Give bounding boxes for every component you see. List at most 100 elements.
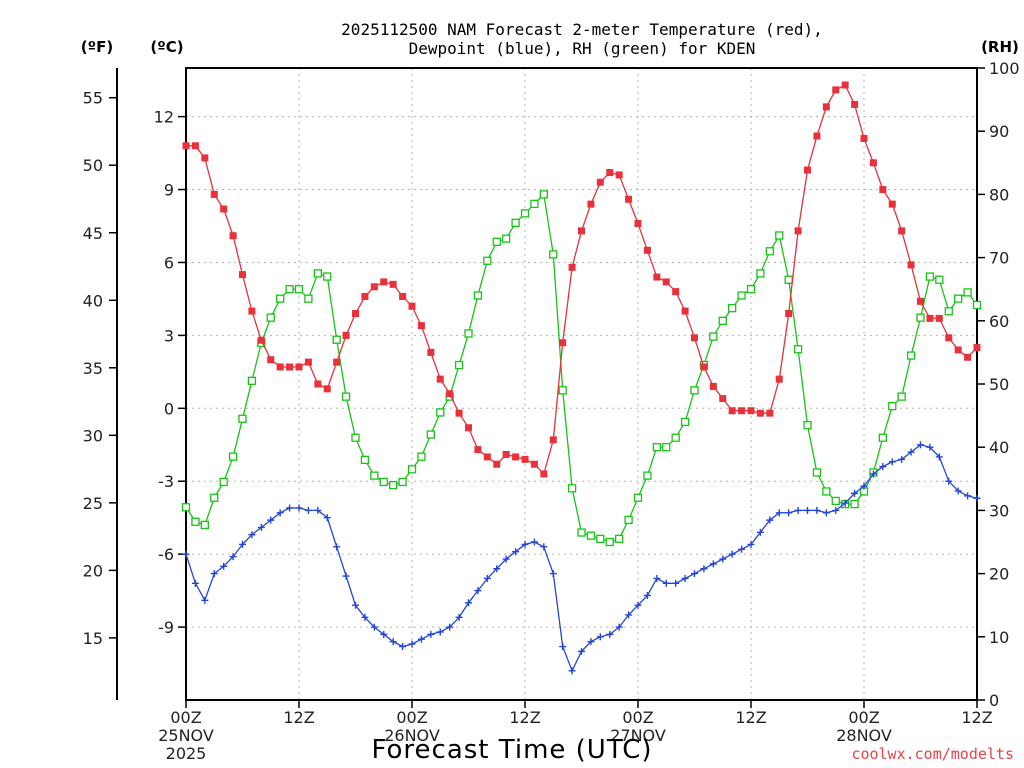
temperature-point bbox=[446, 390, 454, 398]
dewpoint-point bbox=[361, 613, 369, 621]
x-tick-label: 00Z bbox=[848, 708, 879, 727]
fahrenheit-tick-label: 30 bbox=[83, 426, 103, 445]
dewpoint-point bbox=[747, 540, 755, 548]
temperature-point bbox=[681, 307, 689, 315]
dewpoint-point bbox=[333, 543, 341, 551]
temperature-point bbox=[210, 190, 218, 198]
dewpoint-point bbox=[945, 477, 953, 485]
dewpoint-point bbox=[822, 509, 830, 517]
dewpoint-point bbox=[257, 523, 265, 531]
dewpoint-point bbox=[182, 550, 190, 558]
dewpoint-point bbox=[766, 516, 774, 524]
temperature-point bbox=[898, 227, 906, 235]
dewpoint-point bbox=[606, 630, 614, 638]
x-tick-label: 12Z bbox=[283, 708, 314, 727]
rh-point bbox=[935, 275, 944, 284]
temperature-point bbox=[662, 278, 670, 286]
rh-point bbox=[784, 275, 793, 284]
dewpoint-point bbox=[888, 458, 896, 466]
dewpoint-point bbox=[738, 545, 746, 553]
rh-point bbox=[539, 190, 548, 199]
rh-point bbox=[426, 430, 435, 439]
temperature-point bbox=[370, 283, 378, 291]
x-tick-label: 12Z bbox=[961, 708, 992, 727]
dewpoint-point bbox=[380, 630, 388, 638]
rh-tick-label: 60 bbox=[989, 312, 1009, 331]
dewpoint-point bbox=[794, 506, 802, 514]
rh-point bbox=[360, 455, 370, 464]
rh-point bbox=[888, 401, 897, 411]
credit-text: coolwx.com/modelts bbox=[851, 745, 1014, 763]
rh-point bbox=[454, 360, 464, 370]
dewpoint-point bbox=[653, 574, 661, 582]
dewpoint-point bbox=[267, 516, 275, 524]
temperature-point bbox=[822, 103, 830, 111]
fahrenheit-tick-label: 55 bbox=[83, 89, 103, 108]
celsius-axis-label: (ºC) bbox=[150, 38, 183, 56]
dewpoint-point bbox=[615, 623, 623, 631]
dewpoint-point bbox=[436, 628, 444, 636]
rh-point bbox=[558, 386, 567, 395]
temperature-point bbox=[869, 159, 877, 167]
fahrenheit-tick-label: 40 bbox=[83, 291, 103, 310]
dewpoint-point bbox=[954, 487, 962, 495]
chart-title-line1: 2025112500 NAM Forecast 2-meter Temperat… bbox=[341, 20, 823, 39]
x-tick-label: 25NOV bbox=[158, 726, 214, 745]
fahrenheit-tick-label: 15 bbox=[83, 629, 103, 648]
temperature-point bbox=[766, 409, 774, 417]
temperature-point bbox=[455, 409, 463, 417]
fahrenheit-tick-label: 45 bbox=[83, 224, 103, 243]
temperature-point bbox=[512, 453, 520, 461]
dewpoint-point bbox=[276, 509, 284, 517]
dewpoint-point bbox=[681, 574, 689, 582]
temperature-point bbox=[653, 273, 661, 281]
rh-point bbox=[709, 332, 718, 341]
rh-point bbox=[464, 329, 473, 338]
temperature-line bbox=[186, 84, 978, 476]
rh-axis-label: (RH) bbox=[981, 38, 1019, 56]
dewpoint-point bbox=[568, 667, 576, 675]
temperature-point bbox=[267, 356, 275, 364]
dewpoint-point bbox=[248, 531, 256, 539]
rh-tick-label: 70 bbox=[989, 249, 1009, 268]
dewpoint-point bbox=[860, 482, 868, 490]
temperature-point bbox=[775, 375, 783, 383]
temperature-point bbox=[408, 302, 416, 310]
dewpoint-point bbox=[399, 643, 407, 651]
x-tick-label: 00Z bbox=[170, 708, 201, 727]
temperature-point bbox=[634, 220, 642, 228]
rh-point bbox=[285, 285, 294, 294]
rh-point bbox=[718, 316, 727, 325]
dewpoint-point bbox=[907, 448, 915, 456]
dewpoint-point bbox=[973, 494, 981, 502]
temperature-point bbox=[832, 86, 840, 94]
dewpoint-point bbox=[295, 504, 303, 512]
rh-tick-label: 40 bbox=[989, 438, 1009, 457]
temperature-point bbox=[719, 395, 727, 403]
rh-point bbox=[624, 515, 633, 525]
rh-point bbox=[831, 496, 840, 506]
dewpoint-point bbox=[728, 550, 736, 558]
dewpoint-point bbox=[474, 587, 482, 595]
dewpoint-point bbox=[512, 548, 520, 556]
temperature-point bbox=[333, 358, 341, 366]
temperature-point bbox=[257, 336, 265, 344]
rh-point bbox=[906, 351, 916, 360]
rh-point bbox=[304, 294, 313, 303]
celsius-tick-label: -3 bbox=[158, 472, 174, 491]
dewpoint-point bbox=[851, 489, 859, 497]
rh-point bbox=[954, 294, 963, 303]
temperature-point bbox=[502, 450, 510, 458]
rh-point bbox=[247, 376, 257, 385]
fahrenheit-tick-label: 25 bbox=[83, 494, 103, 513]
temperature-point bbox=[973, 344, 981, 352]
rh-tick-label: 20 bbox=[989, 565, 1009, 584]
rh-point bbox=[728, 304, 737, 313]
x-tick-label: 2025 bbox=[166, 744, 207, 763]
celsius-tick-label: 3 bbox=[164, 326, 174, 345]
rh-point bbox=[417, 452, 426, 461]
dewpoint-series bbox=[182, 441, 981, 675]
temperature-point bbox=[578, 227, 585, 235]
